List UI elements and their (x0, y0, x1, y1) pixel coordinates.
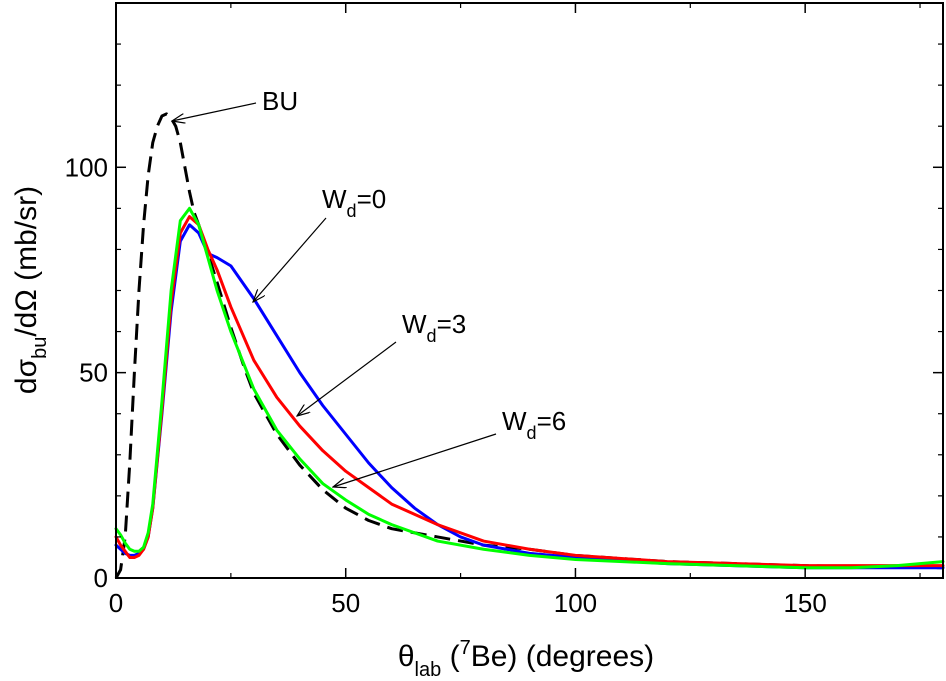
y-axis-label-prefix: dσ (10, 358, 43, 394)
y-axis-label-rest: /dΩ (mb/sr) (10, 186, 43, 337)
annotation-wd3-arrow (297, 341, 397, 416)
annotation-wd6-label-subscript: d (527, 423, 537, 443)
y-axis-label-subscript: bu (29, 337, 51, 359)
series-layer (114, 112, 945, 579)
annotation-wd6: Wd=6 (333, 406, 566, 487)
annotation-bu-arrow (172, 102, 257, 121)
y-axis-label: dσbu/dΩ (mb/sr) (10, 186, 51, 394)
y-tick-label: 100 (65, 152, 108, 182)
annotation-wd0-arrow (253, 217, 327, 302)
annotation-bu: BU (172, 86, 298, 121)
annotation-wd0-label-main: W (322, 184, 347, 214)
annotation-wd3: Wd=3 (297, 309, 466, 416)
series-line-w-d-0 (114, 223, 945, 570)
tick-layer: 0 50 100 150 0 50 100 (65, 3, 943, 618)
x-axis-label: θlab (7Be) (degrees) (398, 637, 654, 681)
series-line-bu (114, 112, 944, 579)
annotation-wd0-label: Wd=0 (322, 184, 386, 221)
annotation-wd6-arrow (333, 433, 497, 487)
y-tick-label: 0 (94, 563, 108, 593)
x-axis-label-prefix: θ (398, 640, 415, 673)
annotation-bu-label: BU (262, 86, 298, 116)
annotation-wd3-label: Wd=3 (402, 309, 466, 346)
annotation-bu-label-main: BU (262, 86, 298, 116)
x-axis-label-open: ( (441, 640, 459, 673)
annotation-wd3-label-subscript: d (427, 326, 437, 346)
series-line-w-d-3 (114, 215, 945, 568)
x-axis-label-rest: Be) (degrees) (471, 640, 654, 673)
annotation-wd3-label-rest: =3 (437, 309, 467, 339)
x-axis-label-subscript: lab (415, 659, 442, 681)
annotation-wd6-label-main: W (502, 406, 527, 436)
plot-frame (115, 2, 944, 579)
x-tick-label: 0 (109, 588, 123, 618)
x-tick-label: 50 (331, 588, 360, 618)
annotation-wd6-label: Wd=6 (502, 406, 566, 443)
annotation-wd3-label-main: W (402, 309, 427, 339)
annotation-wd0: Wd=0 (253, 184, 386, 302)
y-tick-label: 50 (79, 358, 108, 388)
x-axis-label-superscript: 7 (460, 637, 471, 659)
annotation-wd0-label-rest: =0 (357, 184, 387, 214)
annotation-wd0-label-subscript: d (347, 201, 357, 221)
series-line-w-d-6 (114, 206, 945, 570)
annotation-wd6-label-rest: =6 (537, 406, 567, 436)
x-tick-label: 100 (554, 588, 597, 618)
x-tick-label: 150 (783, 588, 826, 618)
